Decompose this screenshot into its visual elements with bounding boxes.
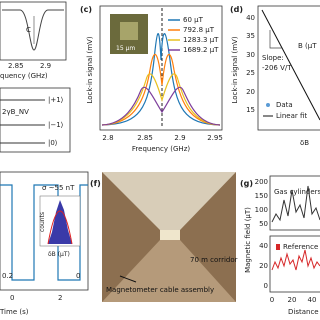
- tick: 0.2: [2, 272, 13, 280]
- panel-d: (d) Lock-in signal (mV) 40 35 30 25 20 1…: [230, 5, 320, 147]
- corridor-text: 70 m corridor: [190, 256, 238, 264]
- panel-a: C 2.85 2.9 quency (GHz) |+1⟩ 2γB_NV |−1⟩…: [0, 1, 71, 153]
- curve: [101, 73, 221, 126]
- curve: [101, 53, 221, 126]
- tick: 2: [58, 294, 62, 302]
- counts: counts: [39, 212, 46, 232]
- sigma: σ ~55 nT: [42, 184, 75, 192]
- tick: 40: [259, 242, 268, 250]
- tick: 20: [246, 88, 255, 96]
- axes: [269, 235, 320, 293]
- cable-text: Magnetometer cable assembly: [106, 286, 214, 294]
- tick: 200: [255, 178, 268, 186]
- legend-label: 1689.2 µT: [183, 46, 219, 54]
- ylabel: Lock-in signal (mV): [231, 36, 239, 103]
- ylabel: Lock-in signal (mV): [86, 36, 94, 103]
- level-label: |+1⟩: [48, 96, 64, 104]
- panel-label: (d): [230, 5, 243, 14]
- histogram: [48, 200, 72, 244]
- diamond: [120, 22, 138, 40]
- xlabel: Time (s): [0, 308, 29, 316]
- hist-xlabel: δB (µT): [48, 251, 70, 258]
- tick: 0: [270, 296, 274, 304]
- slope-marker: [269, 30, 282, 49]
- floor: [102, 240, 236, 302]
- gas-label: Gas cylinders: [274, 188, 320, 196]
- fit-line: [261, 9, 320, 121]
- tick: 0: [76, 272, 80, 280]
- axes: [99, 5, 223, 131]
- axes: [257, 5, 320, 131]
- tick: 20: [259, 262, 268, 270]
- level-label: 2γB_NV: [2, 108, 29, 116]
- ceiling: [102, 172, 236, 230]
- tick: 2.8: [102, 134, 113, 142]
- panel-g: (g) Magnetic field (µT) 200 150 100 50 4…: [240, 175, 320, 316]
- legend-swatch: [276, 244, 280, 250]
- note: B (µT: [298, 42, 317, 50]
- levels-box: [0, 87, 71, 153]
- legend-label: Reference: [283, 243, 318, 251]
- gauss-fit: [47, 210, 73, 245]
- panel-label: (f): [90, 179, 101, 188]
- tick: 150: [255, 192, 268, 200]
- curve: [101, 33, 221, 126]
- axes: [0, 1, 67, 61]
- dip-curve: [2, 9, 64, 51]
- axes: [269, 175, 320, 231]
- trace: [271, 249, 320, 271]
- trace: [271, 185, 320, 223]
- tick: 0: [10, 294, 14, 302]
- panel-label: (c): [80, 5, 92, 14]
- legend-label: Linear fit: [276, 112, 307, 120]
- tick: 50: [259, 220, 268, 228]
- arrow: [119, 275, 137, 283]
- tick: 2.9: [174, 134, 185, 142]
- level-label: |−1⟩: [48, 121, 64, 129]
- peak-label: C: [26, 26, 31, 34]
- tick: 15: [246, 106, 255, 114]
- tick: 20: [288, 296, 297, 304]
- corridor-end: [160, 230, 180, 240]
- tick: 2.95: [207, 134, 223, 142]
- xlabel: Distance: [288, 308, 319, 316]
- tick: 40: [246, 14, 255, 22]
- tick: 25: [246, 69, 255, 77]
- level-label: |0⟩: [48, 139, 58, 147]
- tick: 2.9: [40, 62, 51, 70]
- legend-label: 792.8 µT: [183, 26, 215, 34]
- legend: 60 µT 792.8 µT 1283.3 µT 1689.2 µT: [168, 16, 219, 54]
- scale: 15 µm: [116, 45, 135, 52]
- tick: 40: [308, 296, 317, 304]
- legend-label: 60 µT: [183, 16, 204, 24]
- tick: 30: [246, 51, 255, 59]
- ylabel: Magnetic field (µT): [244, 207, 252, 273]
- xlabel: quency (GHz): [0, 72, 48, 80]
- panel-c: (c) Lock-in signal (mV) 15 µm 60 µT 792.…: [80, 5, 223, 153]
- legend-label: Data: [276, 101, 293, 109]
- legend-swatch: [266, 103, 270, 107]
- note: Slope:: [262, 54, 284, 62]
- axes: [0, 171, 89, 291]
- tick: 100: [255, 206, 268, 214]
- note: -206 V/T: [262, 64, 292, 72]
- legend-label: 1283.3 µT: [183, 36, 219, 44]
- tick: 0: [264, 282, 268, 290]
- tick: 2.85: [8, 62, 24, 70]
- tick: 2.85: [137, 134, 153, 142]
- panel-label: (g): [240, 179, 253, 188]
- xlabel: Frequency (GHz): [132, 145, 190, 153]
- xlabel: δB: [300, 139, 309, 147]
- panel-e: σ ~55 nT counts δB (µT) 0.2 0 0 2 Time (…: [0, 171, 89, 316]
- tick: 35: [246, 32, 255, 40]
- panel-f: (f) 70 m corridor Magnetometer cable ass…: [90, 172, 238, 302]
- curve: [101, 86, 221, 126]
